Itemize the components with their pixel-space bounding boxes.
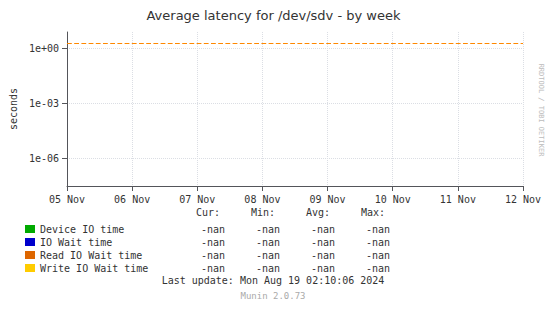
- svg-text:-nan: -nan: [311, 224, 335, 235]
- svg-text:08 Nov: 08 Nov: [244, 194, 280, 205]
- svg-text:Munin 2.0.73: Munin 2.0.73: [240, 291, 305, 301]
- svg-text:-nan: -nan: [201, 263, 225, 274]
- svg-text:RRDTOOL / TOBI OETIKER: RRDTOOL / TOBI OETIKER: [537, 64, 545, 158]
- svg-text:-nan: -nan: [256, 224, 280, 235]
- svg-text:-nan: -nan: [311, 263, 335, 274]
- svg-text:-nan: -nan: [201, 237, 225, 248]
- svg-text:10 Nov: 10 Nov: [375, 194, 411, 205]
- svg-text:-nan: -nan: [366, 224, 390, 235]
- svg-text:-nan: -nan: [366, 237, 390, 248]
- svg-text:Read IO Wait time: Read IO Wait time: [40, 250, 142, 261]
- svg-text:Min:: Min:: [251, 207, 275, 218]
- svg-text:-nan: -nan: [201, 250, 225, 261]
- svg-text:Device IO time: Device IO time: [40, 224, 124, 235]
- svg-text:1e-03: 1e-03: [29, 98, 59, 109]
- svg-text:06 Nov: 06 Nov: [114, 194, 150, 205]
- svg-text:05 Nov: 05 Nov: [49, 194, 85, 205]
- svg-text:-nan: -nan: [311, 237, 335, 248]
- svg-text:-nan: -nan: [311, 250, 335, 261]
- svg-text:IO Wait time: IO Wait time: [40, 237, 112, 248]
- svg-text:-nan: -nan: [256, 250, 280, 261]
- svg-text:Cur:: Cur:: [196, 207, 220, 218]
- svg-text:-nan: -nan: [256, 237, 280, 248]
- svg-text:1e-06: 1e-06: [29, 153, 59, 164]
- svg-text:-nan: -nan: [201, 224, 225, 235]
- svg-text:seconds: seconds: [8, 88, 19, 130]
- svg-text:-nan: -nan: [256, 263, 280, 274]
- svg-text:Write IO Wait time: Write IO Wait time: [40, 263, 148, 274]
- svg-text:Avg:: Avg:: [306, 207, 330, 218]
- svg-text:11 Nov: 11 Nov: [440, 194, 476, 205]
- svg-text:09 Nov: 09 Nov: [310, 194, 346, 205]
- svg-text:-nan: -nan: [366, 263, 390, 274]
- svg-text:Max:: Max:: [361, 207, 385, 218]
- svg-text:12 Nov: 12 Nov: [505, 194, 541, 205]
- svg-text:07 Nov: 07 Nov: [179, 194, 215, 205]
- svg-text:1e+00: 1e+00: [29, 43, 59, 54]
- svg-text:Average latency for /dev/sdv -: Average latency for /dev/sdv - by week: [146, 8, 400, 23]
- svg-text:Last update: Mon Aug 19 02:10:: Last update: Mon Aug 19 02:10:06 2024: [162, 275, 385, 286]
- svg-text:-nan: -nan: [366, 250, 390, 261]
